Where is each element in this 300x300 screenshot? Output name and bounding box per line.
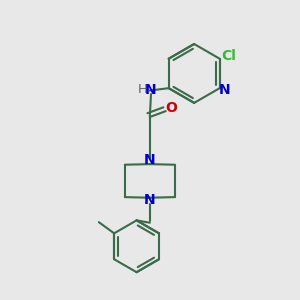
Text: N: N (144, 153, 156, 167)
Text: N: N (218, 82, 230, 97)
Text: H: H (138, 83, 148, 96)
Text: N: N (144, 193, 156, 207)
Text: N: N (145, 83, 157, 97)
Text: Cl: Cl (222, 50, 236, 63)
Text: O: O (165, 101, 177, 115)
